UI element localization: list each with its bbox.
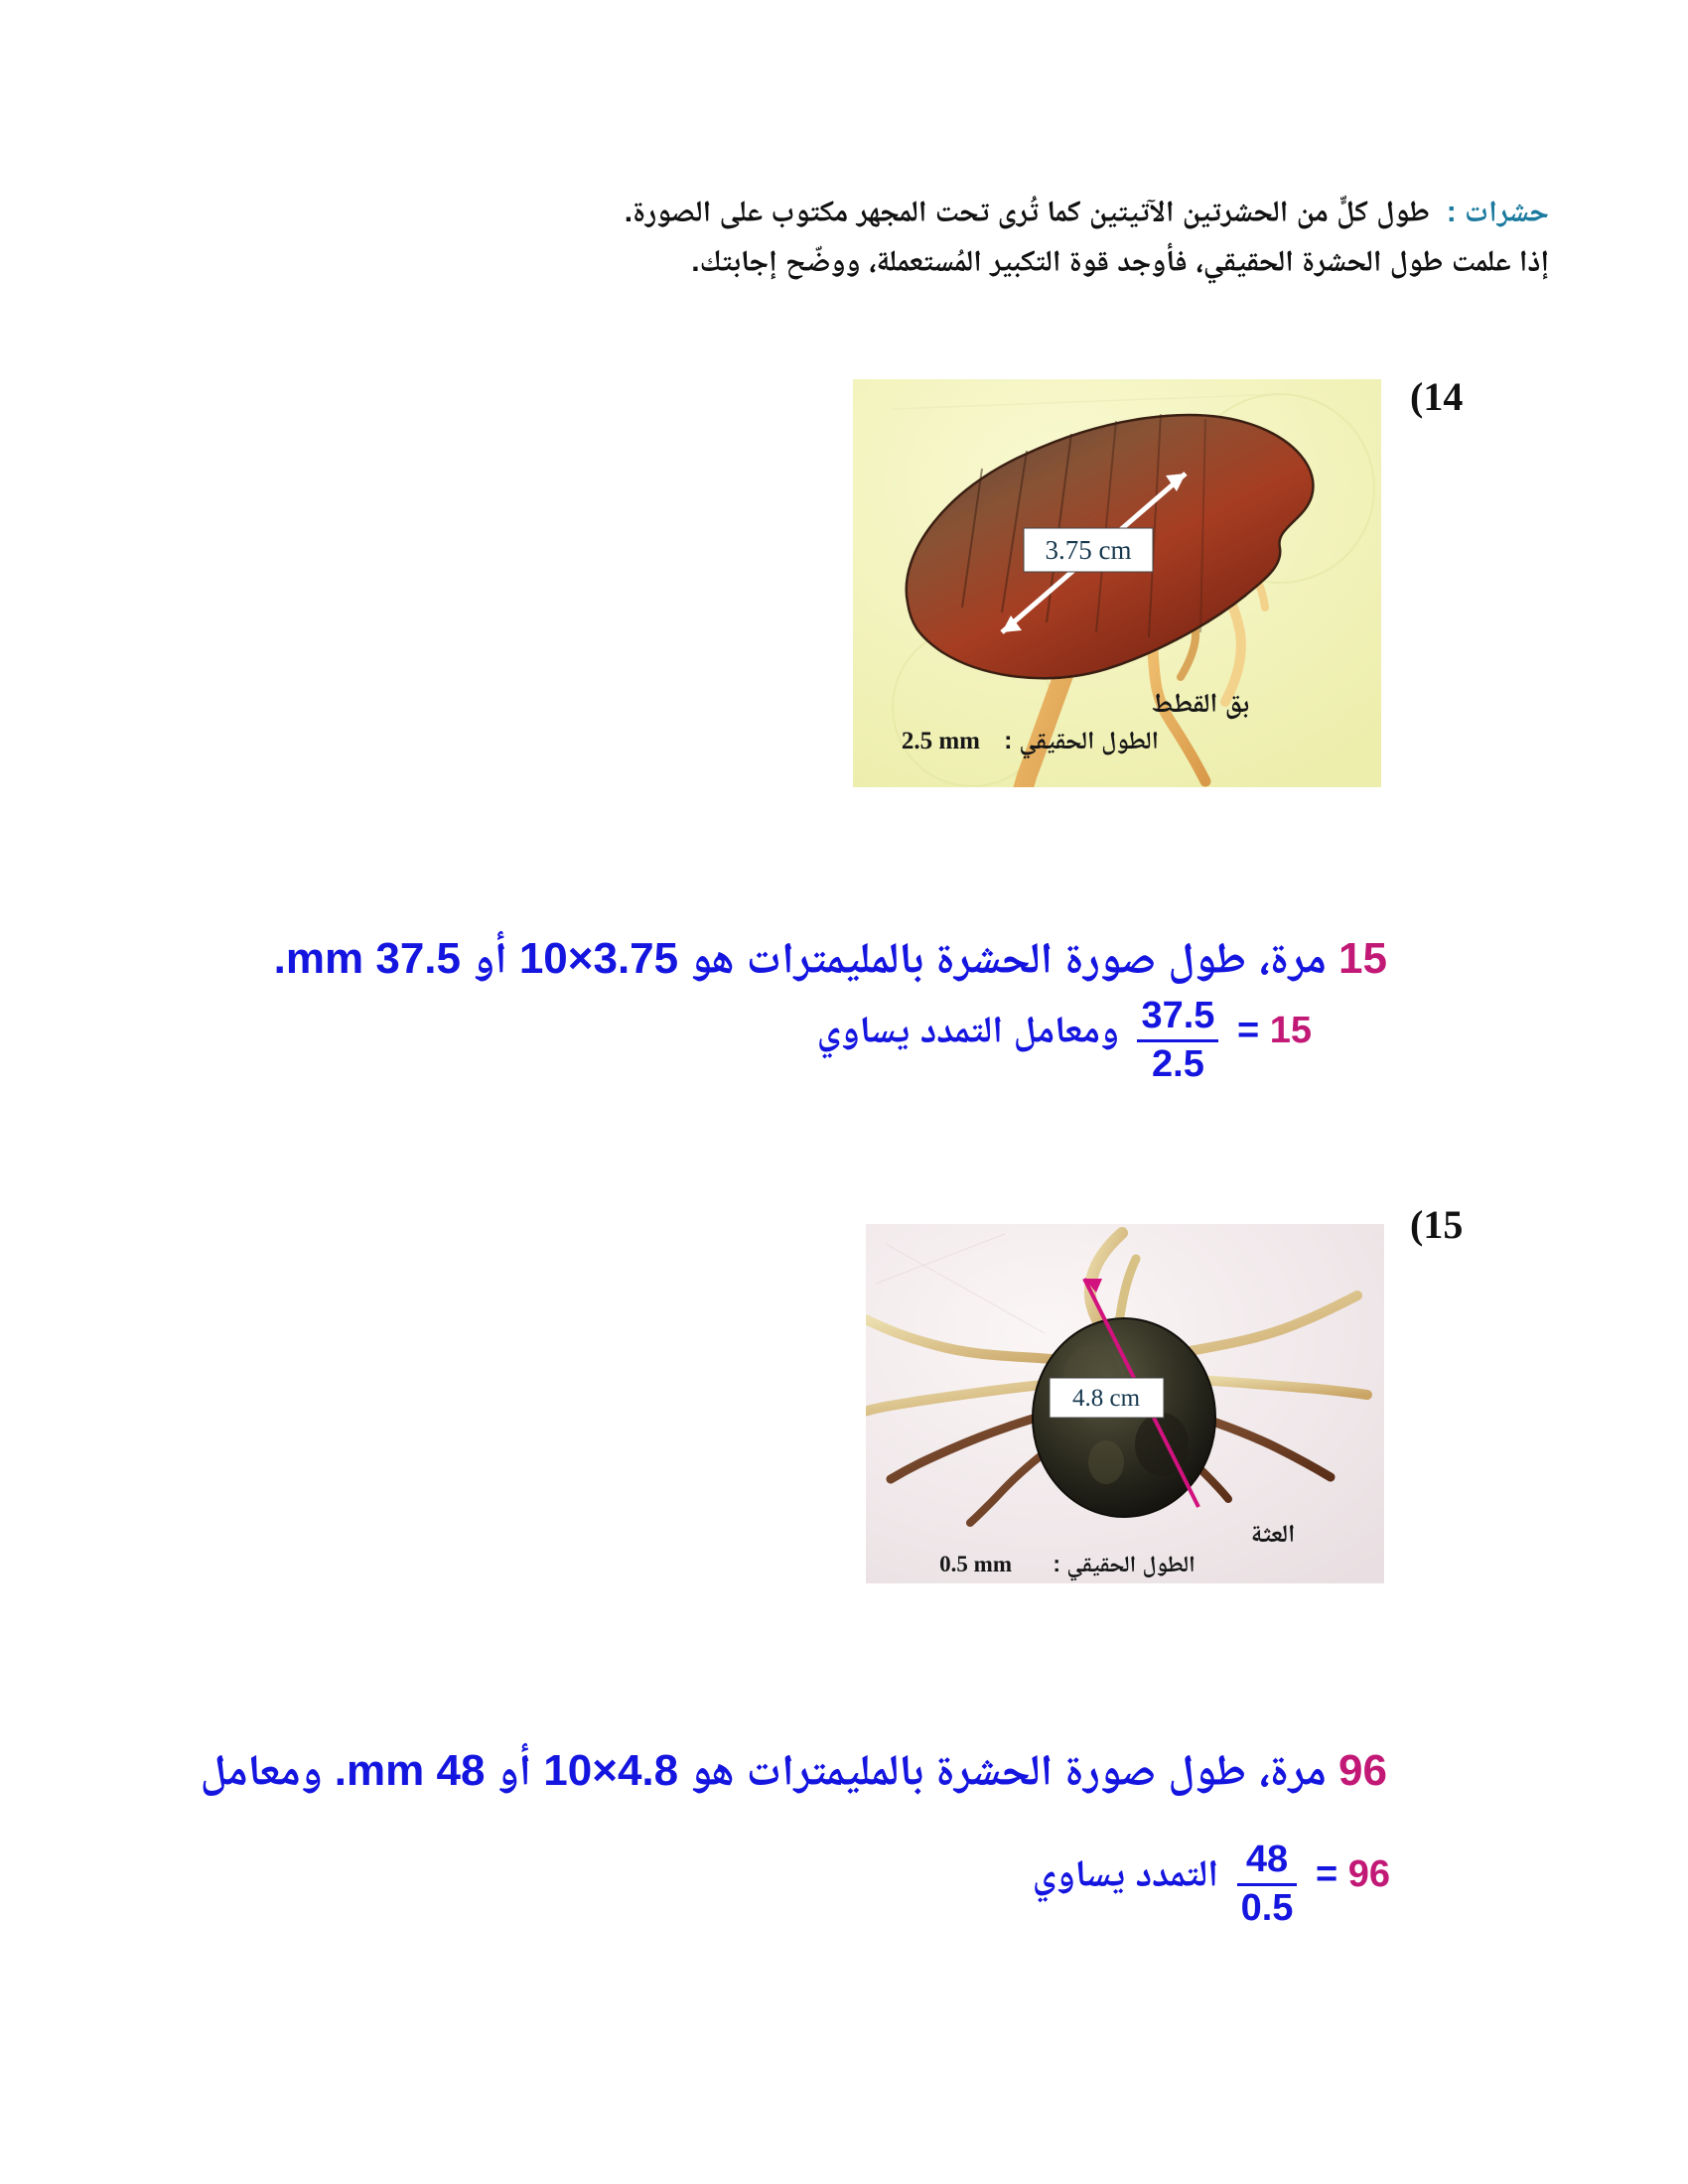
svg-text:بق القطط: بق القطط	[1152, 688, 1249, 720]
svg-text:3.75 cm: 3.75 cm	[1046, 535, 1132, 565]
svg-text:2.5 mm: 2.5 mm	[902, 728, 980, 754]
svg-text:0.5 mm: 0.5 mm	[939, 1552, 1012, 1576]
svg-text:4.8 cm: 4.8 cm	[1072, 1385, 1141, 1412]
svg-text:العثة: العثة	[1251, 1520, 1295, 1548]
